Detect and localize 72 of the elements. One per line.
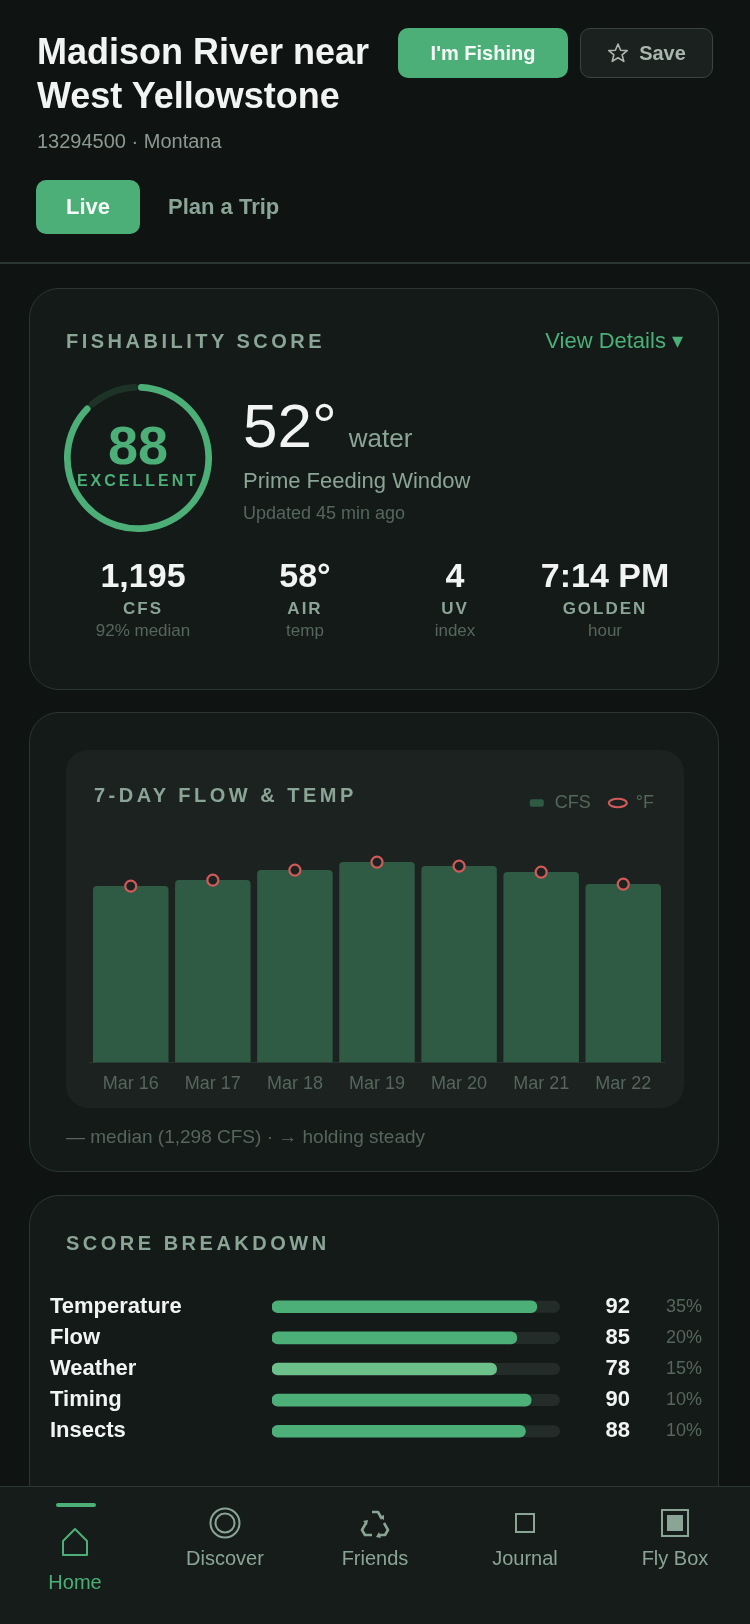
text: index: [433, 621, 477, 641]
text: Home: [47, 1571, 103, 1594]
x-tick-label: Mar 21: [513, 1073, 570, 1094]
x-tick-label: Mar 19: [348, 1073, 406, 1094]
text: temp: [285, 621, 325, 641]
x-tick-label: Mar 20: [431, 1073, 488, 1094]
text: Updated 45 min ago: [243, 503, 406, 524]
text: Friends: [340, 1547, 410, 1570]
text: Prime Feeding Window: [243, 468, 471, 494]
legend-label: CFS: [554, 791, 591, 812]
point: [206, 873, 220, 887]
point: [616, 877, 630, 891]
point: [370, 855, 384, 869]
chart-title: SCORE BREAKDOWN: [66, 1232, 330, 1255]
text: CFS: [122, 599, 164, 619]
data-label: 88: [107, 414, 169, 475]
text: 1,195: [99, 555, 187, 595]
text: 20%: [665, 1326, 702, 1347]
text: 13294500 · Montana: [37, 130, 222, 153]
text: GOLDEN: [561, 599, 649, 619]
y-tick-label: Weather: [50, 1355, 137, 1381]
chart-title: 7-DAY FLOW & TEMP: [94, 784, 357, 807]
point: [452, 859, 466, 873]
text: — median (1,298 CFS) · → holding steady: [66, 1126, 426, 1148]
text: hour: [587, 621, 623, 641]
text: 15%: [665, 1357, 702, 1378]
text: AIR: [286, 599, 324, 619]
data-label: 92: [605, 1292, 630, 1318]
x-tick-label: Mar 18: [266, 1073, 323, 1094]
data-label: 78: [605, 1355, 630, 1381]
text: 10%: [665, 1389, 702, 1410]
bar: [92, 886, 169, 1063]
text: 58°: [278, 555, 332, 595]
x-tick-label: Mar 16: [102, 1073, 159, 1094]
y-tick-label: Timing: [50, 1386, 122, 1412]
bar: [585, 884, 662, 1063]
text: Discover: [185, 1547, 265, 1570]
bar: [339, 862, 415, 1063]
y-tick-label: Insects: [50, 1417, 126, 1443]
x-tick-label: Mar 17: [184, 1073, 241, 1094]
text: Plan a Trip: [168, 194, 280, 220]
text: 35%: [665, 1295, 702, 1316]
text: Save: [639, 41, 686, 65]
text: EXCELLENT: [75, 472, 201, 490]
point: [124, 879, 138, 893]
legend-label: °F: [635, 791, 655, 812]
text: 92% median: [94, 621, 192, 641]
text: I'm Fishing: [398, 28, 568, 78]
chart-title: FISHABILITY SCORE: [66, 330, 326, 353]
point: [534, 865, 548, 879]
text: 7:14 PM: [539, 555, 671, 595]
y-tick-label: Temperature: [50, 1292, 182, 1318]
text: water: [348, 423, 413, 453]
text: Live: [36, 180, 140, 234]
data-label: 88: [605, 1417, 630, 1443]
y-tick-label: Flow: [50, 1323, 101, 1349]
bar: [257, 870, 333, 1063]
bar: [421, 866, 497, 1063]
bar: [503, 872, 579, 1063]
bar: [175, 880, 251, 1063]
text: UV: [440, 599, 470, 619]
text: 4: [444, 555, 466, 595]
point: [288, 863, 302, 877]
text: Journal: [491, 1547, 559, 1570]
data-label: 85: [605, 1323, 630, 1349]
text: 52°: [243, 391, 337, 460]
text: 10%: [665, 1420, 702, 1441]
x-tick-label: Mar 22: [595, 1073, 652, 1094]
data-label: 90: [605, 1386, 630, 1412]
text: Fly Box: [640, 1547, 710, 1570]
text: Madison River near West Yellowstone: [37, 30, 371, 118]
text: View Details ▾: [545, 328, 683, 354]
